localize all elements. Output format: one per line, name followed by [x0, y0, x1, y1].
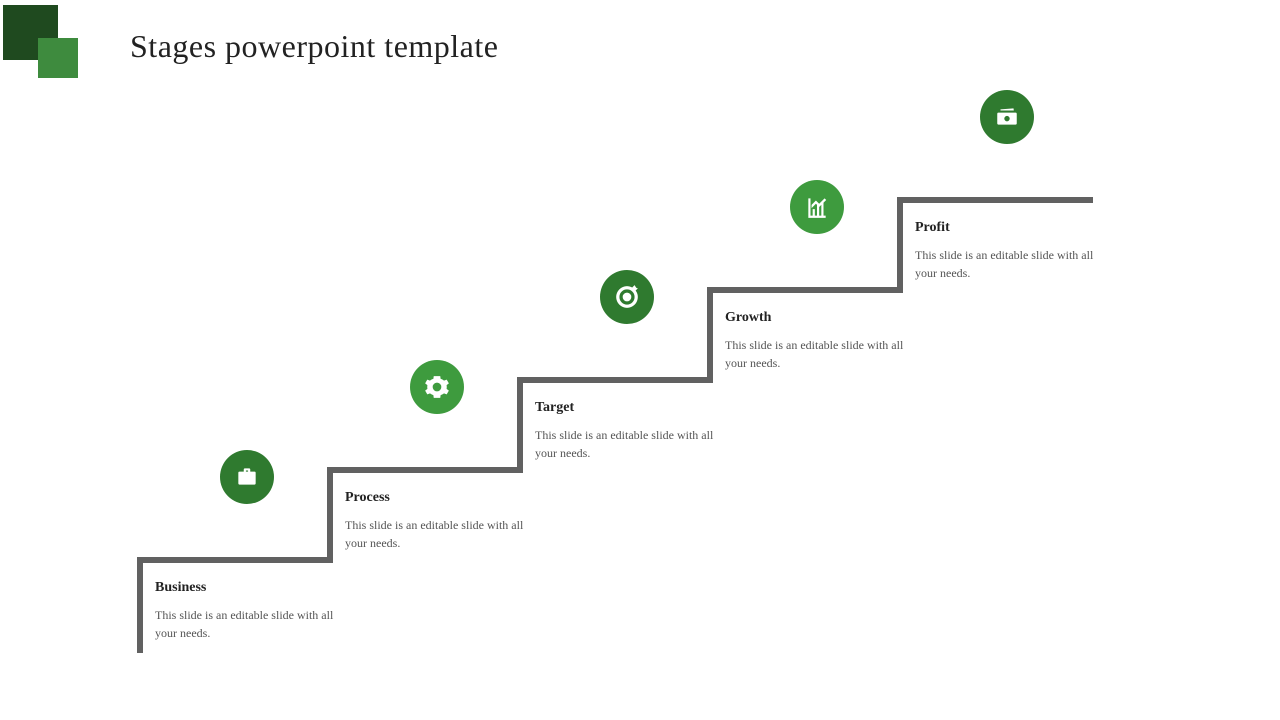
step-title: Business [155, 580, 345, 596]
step-desc: This slide is an editable slide with all… [915, 246, 1105, 282]
step-desc: This slide is an editable slide with all… [535, 426, 725, 462]
step-business: Business This slide is an editable slide… [155, 580, 345, 642]
step-desc: This slide is an editable slide with all… [725, 336, 915, 372]
target-icon [600, 270, 654, 324]
step-desc: This slide is an editable slide with all… [155, 606, 345, 642]
chart-icon [790, 180, 844, 234]
step-title: Profit [915, 220, 1105, 236]
step-title: Target [535, 400, 725, 416]
step-process: Process This slide is an editable slide … [345, 490, 535, 552]
gear-icon [410, 360, 464, 414]
decor-square-2 [38, 38, 78, 78]
step-title: Process [345, 490, 535, 506]
step-growth: Growth This slide is an editable slide w… [725, 310, 915, 372]
money-icon [980, 90, 1034, 144]
step-title: Growth [725, 310, 915, 326]
slide: Stages powerpoint template Business This… [0, 0, 1280, 720]
step-desc: This slide is an editable slide with all… [345, 516, 535, 552]
step-profit: Profit This slide is an editable slide w… [915, 220, 1105, 282]
step-target: Target This slide is an editable slide w… [535, 400, 725, 462]
page-title: Stages powerpoint template [130, 28, 498, 65]
briefcase-icon [220, 450, 274, 504]
